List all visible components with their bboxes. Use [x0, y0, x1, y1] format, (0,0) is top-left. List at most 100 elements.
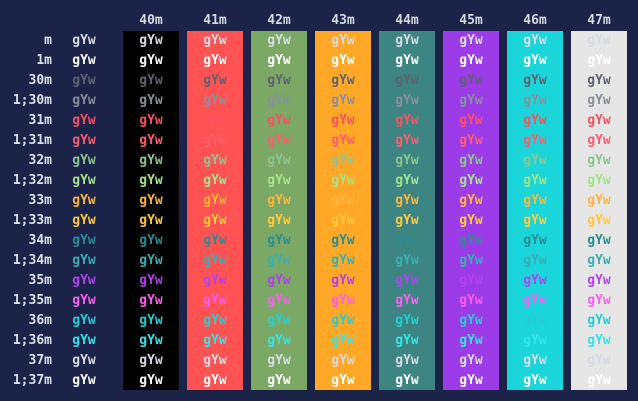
sample-cell: gYw: [459, 233, 483, 248]
row-label: 1;34m: [12, 253, 52, 268]
sample-cell: gYw: [523, 353, 547, 368]
sample-cell: gYw: [331, 353, 355, 368]
sample-cell: gYw: [587, 93, 611, 108]
row-label: 33m: [28, 193, 52, 208]
sample-cell: gYw: [523, 193, 547, 208]
row-label: 1;33m: [12, 213, 52, 228]
bg-column-43m: [315, 31, 371, 390]
sample-cell: gYw: [331, 253, 355, 268]
sample-cell: gYw: [459, 373, 483, 388]
sample-cell: gYw: [459, 53, 483, 68]
sample-cell: gYw: [331, 273, 355, 288]
column-header-40m: 40m: [139, 13, 163, 28]
sample-cell: gYw: [459, 293, 483, 308]
sample-cell: gYw: [139, 333, 163, 348]
sample-cell: gYw: [395, 313, 419, 328]
sample-cell: gYw: [587, 73, 611, 88]
row-label: 31m: [28, 113, 52, 128]
sample-cell: gYw: [395, 273, 419, 288]
sample-cell: gYw: [523, 213, 547, 228]
row-label: 1;37m: [12, 373, 52, 388]
column-header-42m: 42m: [267, 13, 291, 28]
sample-cell: gYw: [267, 33, 291, 48]
sample-cell: gYw: [139, 33, 163, 48]
sample-cell: gYw: [523, 373, 547, 388]
sample-cell: gYw: [331, 373, 355, 388]
sample-cell: gYw: [203, 193, 227, 208]
sample-cell: gYw: [267, 93, 291, 108]
sample-cell: gYw: [331, 173, 355, 188]
sample-cell: gYw: [139, 313, 163, 328]
sample-cell: gYw: [395, 53, 419, 68]
sample-default-bg: gYw: [72, 113, 96, 128]
sample-cell: gYw: [139, 53, 163, 68]
sample-cell: gYw: [395, 113, 419, 128]
sample-cell: gYw: [587, 213, 611, 228]
sample-cell: gYw: [459, 173, 483, 188]
sample-cell: gYw: [587, 253, 611, 268]
sample-cell: gYw: [459, 33, 483, 48]
row-label: 32m: [28, 153, 52, 168]
sample-default-bg: gYw: [72, 73, 96, 88]
sample-cell: gYw: [587, 353, 611, 368]
sample-cell: gYw: [139, 293, 163, 308]
column-header-44m: 44m: [395, 13, 419, 28]
sample-default-bg: gYw: [72, 33, 96, 48]
sample-cell: gYw: [203, 93, 227, 108]
bg-column-46m: [507, 31, 563, 390]
sample-cell: gYw: [267, 333, 291, 348]
bg-column-47m: [571, 31, 627, 390]
sample-cell: gYw: [139, 273, 163, 288]
sample-cell: gYw: [459, 273, 483, 288]
sample-cell: gYw: [203, 293, 227, 308]
sample-cell: gYw: [395, 253, 419, 268]
sample-default-bg: gYw: [72, 53, 96, 68]
sample-cell: gYw: [587, 153, 611, 168]
sample-default-bg: gYw: [72, 373, 96, 388]
sample-cell: gYw: [331, 133, 355, 148]
sample-cell: gYw: [267, 153, 291, 168]
sample-cell: gYw: [523, 73, 547, 88]
sample-cell: gYw: [395, 93, 419, 108]
sample-cell: gYw: [267, 73, 291, 88]
sample-cell: gYw: [267, 373, 291, 388]
sample-cell: gYw: [523, 173, 547, 188]
sample-cell: gYw: [203, 253, 227, 268]
row-label: 1;32m: [12, 173, 52, 188]
sample-cell: gYw: [523, 233, 547, 248]
sample-cell: gYw: [395, 333, 419, 348]
sample-cell: gYw: [523, 333, 547, 348]
sample-cell: gYw: [587, 133, 611, 148]
row-label: 30m: [28, 73, 52, 88]
sample-cell: gYw: [523, 253, 547, 268]
sample-cell: gYw: [459, 93, 483, 108]
sample-cell: gYw: [523, 153, 547, 168]
sample-default-bg: gYw: [72, 233, 96, 248]
sample-cell: gYw: [395, 33, 419, 48]
sample-cell: gYw: [203, 133, 227, 148]
bg-column-44m: [379, 31, 435, 390]
sample-cell: gYw: [523, 313, 547, 328]
sample-cell: gYw: [395, 173, 419, 188]
sample-cell: gYw: [267, 273, 291, 288]
sample-cell: gYw: [203, 173, 227, 188]
sample-cell: gYw: [139, 153, 163, 168]
row-label: 34m: [28, 233, 52, 248]
sample-cell: gYw: [395, 293, 419, 308]
column-header-46m: 46m: [523, 13, 547, 28]
sample-cell: gYw: [523, 113, 547, 128]
sample-cell: gYw: [203, 213, 227, 228]
row-label: 1;30m: [12, 93, 52, 108]
sample-cell: gYw: [523, 53, 547, 68]
sample-cell: gYw: [203, 113, 227, 128]
sample-cell: gYw: [331, 53, 355, 68]
sample-default-bg: gYw: [72, 333, 96, 348]
row-label: 37m: [28, 353, 52, 368]
sample-cell: gYw: [395, 73, 419, 88]
sample-cell: gYw: [203, 353, 227, 368]
sample-cell: gYw: [331, 233, 355, 248]
sample-cell: gYw: [587, 373, 611, 388]
sample-cell: gYw: [459, 213, 483, 228]
sample-default-bg: gYw: [72, 313, 96, 328]
row-label: 1m: [36, 53, 52, 68]
